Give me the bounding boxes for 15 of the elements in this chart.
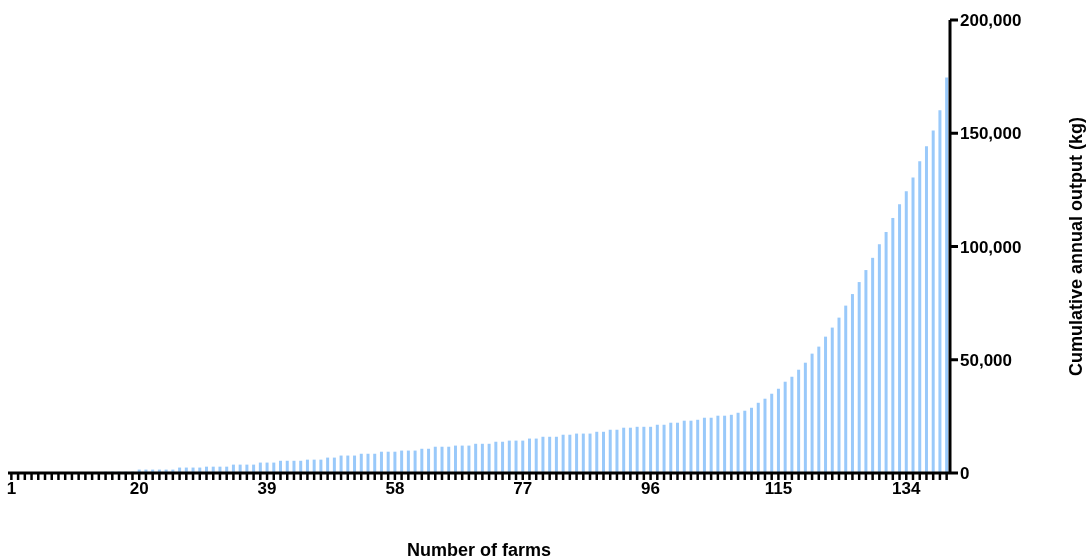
x-tick-label: 1	[6, 479, 17, 499]
x-tick-label: 39	[257, 479, 277, 499]
y-tick-label: 150,000	[960, 124, 1022, 144]
x-tick-label: 77	[513, 479, 533, 499]
x-tick-label: 20	[129, 479, 149, 499]
y-axis-title: Cumulative annual output (kg)	[1066, 117, 1086, 376]
x-tick-label: 134	[892, 479, 921, 499]
y-tick-label: 0	[960, 464, 970, 484]
x-tick-label: 96	[641, 479, 661, 499]
x-axis-title: Number of farms	[406, 540, 552, 558]
y-tick-label: 200,000	[960, 11, 1022, 31]
y-tick-label: 50,000	[960, 350, 1012, 370]
y-tick-label: 100,000	[960, 237, 1022, 257]
x-tick-label: 58	[385, 479, 405, 499]
x-tick-label: 115	[764, 479, 793, 499]
